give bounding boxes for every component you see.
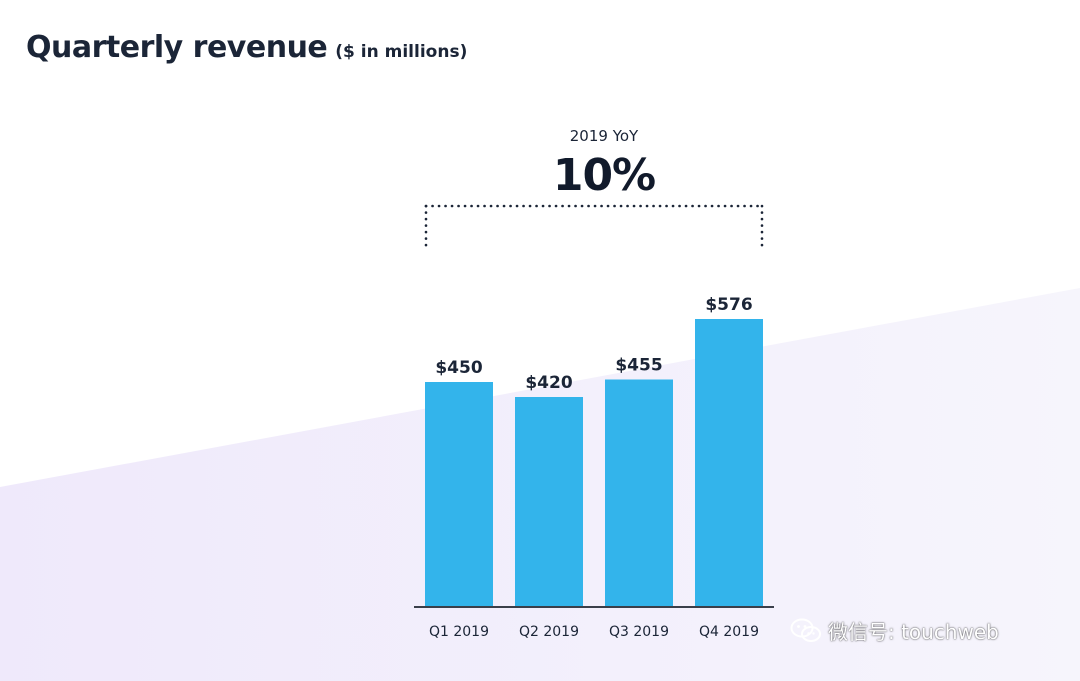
watermark-text: 微信号: touchweb — [828, 620, 999, 644]
bar-q3-2019 — [605, 379, 673, 607]
yoy-value: 10% — [552, 150, 656, 201]
chart-title: Quarterly revenue — [26, 30, 328, 65]
data-labels: $450 $420 $455 $576 — [435, 295, 752, 393]
watermark: 微信号: touchweb — [790, 616, 999, 645]
tick-label-q3-2019: Q3 2019 — [609, 624, 669, 640]
chart-title-group: Quarterly revenue ($ in millions) — [26, 30, 467, 65]
data-label-q1-2019: $450 — [435, 358, 482, 378]
wechat-icon — [790, 618, 821, 642]
x-tick-labels: Q1 2019 Q2 2019 Q3 2019 Q4 2019 — [429, 624, 759, 640]
data-label-q2-2019: $420 — [525, 373, 572, 393]
bar-q1-2019 — [425, 382, 493, 607]
yoy-bracket — [424, 204, 764, 252]
bar-q2-2019 — [515, 397, 583, 607]
yoy-label: 2019 YoY — [569, 127, 639, 145]
bar-q4-2019 — [695, 319, 763, 607]
tick-label-q4-2019: Q4 2019 — [699, 624, 759, 640]
tick-label-q1-2019: Q1 2019 — [429, 624, 489, 640]
data-label-q3-2019: $455 — [615, 356, 662, 376]
bars — [425, 319, 763, 607]
tick-label-q2-2019: Q2 2019 — [519, 624, 579, 640]
data-label-q4-2019: $576 — [705, 295, 752, 315]
chart-subtitle: ($ in millions) — [335, 42, 468, 62]
